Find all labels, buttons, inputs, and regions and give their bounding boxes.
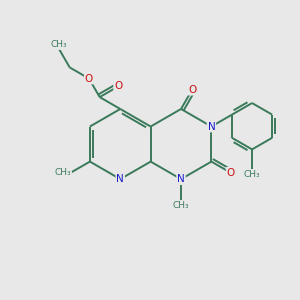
- Text: CH₃: CH₃: [244, 170, 260, 179]
- Text: N: N: [177, 174, 185, 184]
- Text: O: O: [188, 85, 196, 95]
- Text: O: O: [114, 81, 122, 92]
- Text: CH₃: CH₃: [55, 168, 71, 177]
- Text: CH₃: CH₃: [51, 40, 68, 50]
- Text: N: N: [116, 174, 124, 184]
- Text: CH₃: CH₃: [173, 200, 189, 209]
- Text: O: O: [226, 168, 235, 178]
- Text: N: N: [208, 122, 215, 131]
- Text: O: O: [85, 74, 93, 84]
